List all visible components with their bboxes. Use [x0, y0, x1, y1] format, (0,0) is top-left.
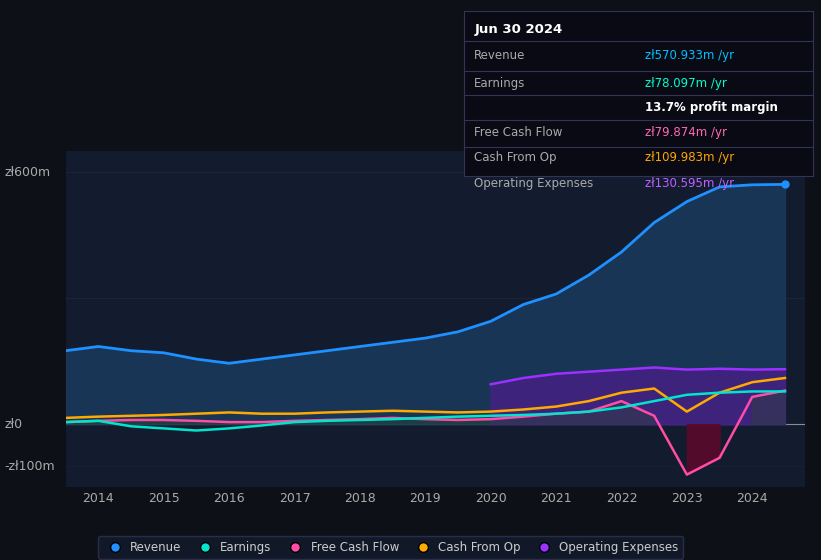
- Text: zł79.874m /yr: zł79.874m /yr: [645, 126, 727, 139]
- Text: Free Cash Flow: Free Cash Flow: [475, 126, 562, 139]
- Text: Operating Expenses: Operating Expenses: [475, 176, 594, 189]
- Text: Jun 30 2024: Jun 30 2024: [475, 23, 562, 36]
- Text: zł0: zł0: [4, 418, 22, 431]
- Text: zł570.933m /yr: zł570.933m /yr: [645, 49, 735, 62]
- Text: zł600m: zł600m: [4, 166, 50, 179]
- Text: Earnings: Earnings: [475, 77, 525, 90]
- Text: zł109.983m /yr: zł109.983m /yr: [645, 151, 735, 164]
- Text: -zł100m: -zł100m: [4, 460, 55, 473]
- Text: Cash From Op: Cash From Op: [475, 151, 557, 164]
- Text: 13.7% profit margin: 13.7% profit margin: [645, 101, 778, 114]
- Text: zł78.097m /yr: zł78.097m /yr: [645, 77, 727, 90]
- Legend: Revenue, Earnings, Free Cash Flow, Cash From Op, Operating Expenses: Revenue, Earnings, Free Cash Flow, Cash …: [99, 536, 683, 558]
- Text: Revenue: Revenue: [475, 49, 525, 62]
- Text: zł130.595m /yr: zł130.595m /yr: [645, 176, 735, 189]
